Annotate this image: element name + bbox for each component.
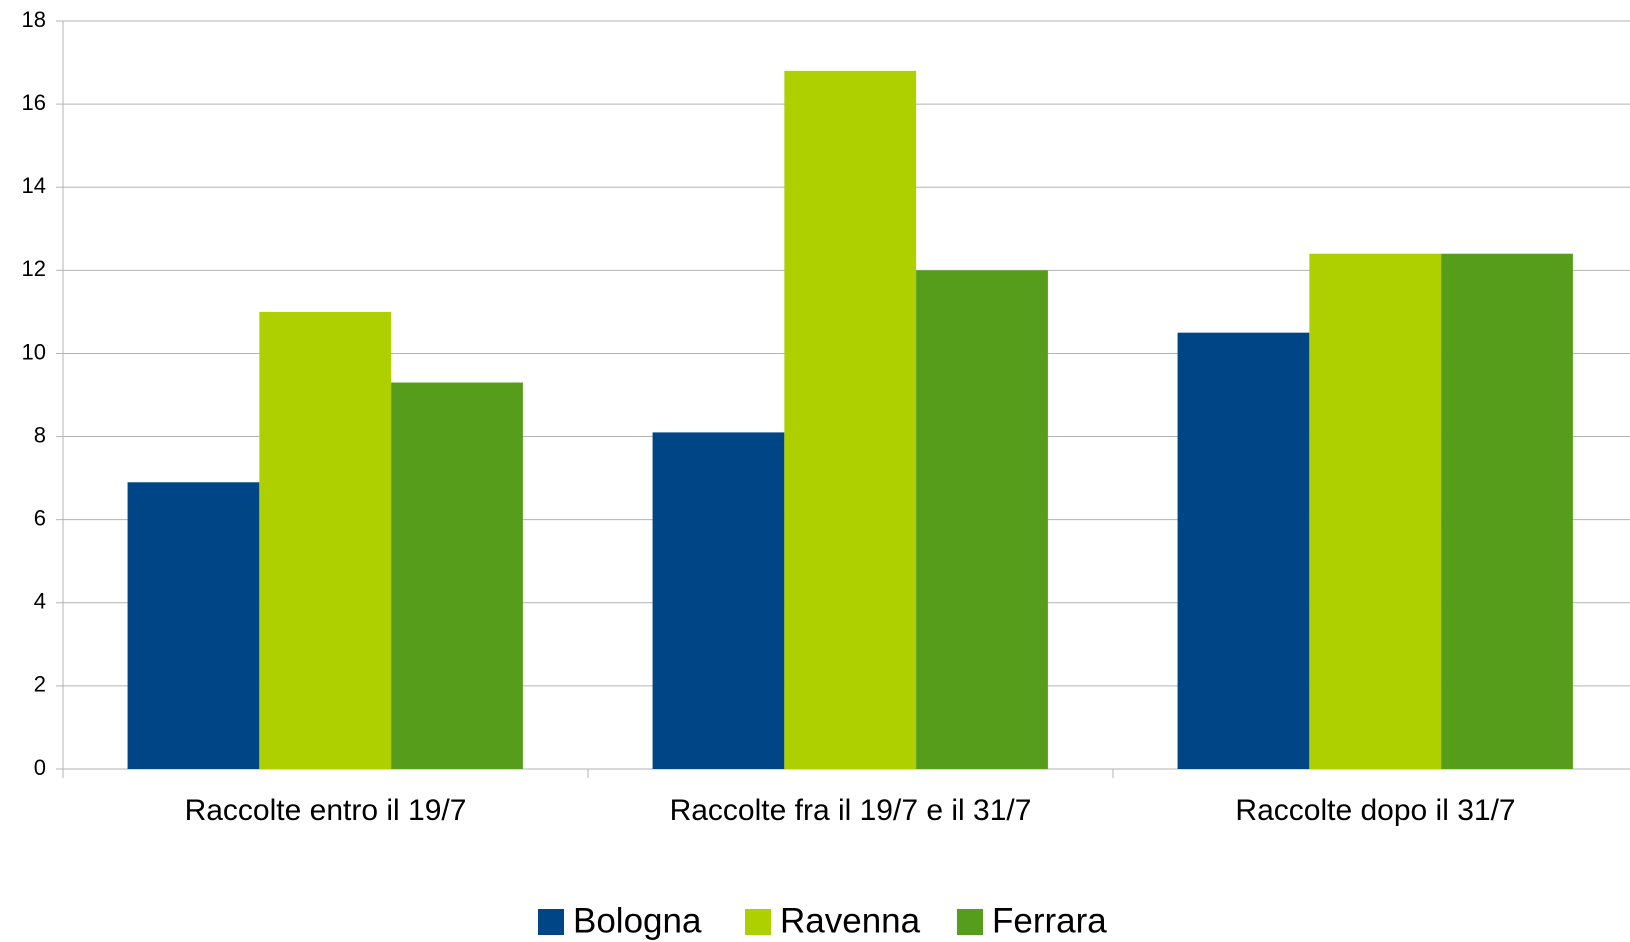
legend-label: Ravenna bbox=[780, 901, 921, 940]
bar bbox=[1309, 253, 1442, 769]
legend-label: Bologna bbox=[573, 901, 702, 940]
y-tick-label: 4 bbox=[34, 589, 46, 614]
y-tick-label: 12 bbox=[22, 256, 46, 281]
bar bbox=[391, 382, 523, 769]
bar bbox=[652, 432, 785, 769]
x-tick-label: Raccolte dopo il 31/7 bbox=[1235, 794, 1515, 827]
bar bbox=[259, 311, 392, 769]
bar bbox=[1177, 332, 1310, 769]
bar bbox=[127, 482, 260, 769]
legend-swatch bbox=[538, 909, 564, 935]
legend-label: Ferrara bbox=[992, 901, 1107, 940]
y-tick-label: 6 bbox=[34, 505, 46, 530]
y-tick-label: 18 bbox=[22, 7, 46, 32]
y-tick-label: 10 bbox=[22, 339, 46, 364]
y-tick-label: 2 bbox=[34, 672, 46, 697]
x-tick-label: Raccolte entro il 19/7 bbox=[185, 794, 467, 827]
y-tick-label: 14 bbox=[22, 173, 46, 198]
legend-swatch bbox=[745, 909, 771, 935]
bar bbox=[784, 70, 917, 769]
bar bbox=[916, 270, 1048, 769]
legend-swatch bbox=[957, 909, 983, 935]
y-tick-label: 16 bbox=[22, 90, 46, 115]
y-tick-label: 8 bbox=[34, 422, 46, 447]
x-tick-label: Raccolte fra il 19/7 e il 31/7 bbox=[670, 794, 1032, 827]
y-tick-label: 0 bbox=[34, 755, 46, 780]
bar bbox=[1441, 253, 1573, 769]
